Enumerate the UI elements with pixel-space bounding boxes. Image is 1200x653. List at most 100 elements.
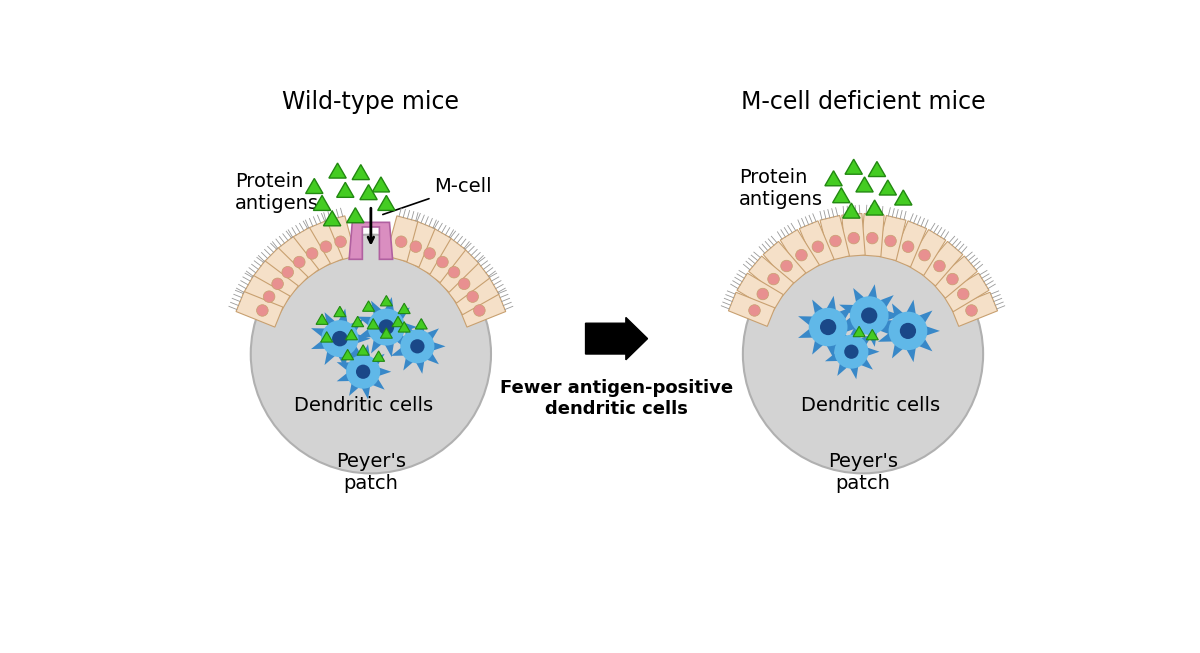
Circle shape xyxy=(335,236,347,247)
Circle shape xyxy=(809,308,847,346)
FancyArrow shape xyxy=(586,317,648,360)
Polygon shape xyxy=(380,328,392,338)
Circle shape xyxy=(834,335,869,369)
Circle shape xyxy=(257,305,268,316)
Circle shape xyxy=(356,364,371,379)
Polygon shape xyxy=(943,273,989,311)
Polygon shape xyxy=(372,177,390,192)
Circle shape xyxy=(401,329,434,363)
Polygon shape xyxy=(398,322,410,332)
Polygon shape xyxy=(869,161,886,176)
Circle shape xyxy=(848,232,859,244)
Polygon shape xyxy=(313,195,331,210)
Polygon shape xyxy=(349,223,392,259)
Polygon shape xyxy=(380,296,392,306)
Polygon shape xyxy=(932,256,977,298)
Polygon shape xyxy=(749,256,793,298)
Circle shape xyxy=(947,274,959,285)
Polygon shape xyxy=(373,351,385,361)
Polygon shape xyxy=(242,276,290,315)
Polygon shape xyxy=(290,227,330,274)
Polygon shape xyxy=(415,319,427,329)
Circle shape xyxy=(449,266,460,278)
Polygon shape xyxy=(347,208,364,223)
Polygon shape xyxy=(311,309,371,369)
Text: Fewer antigen-positive
dendritic cells: Fewer antigen-positive dendritic cells xyxy=(500,379,733,418)
Circle shape xyxy=(458,278,470,289)
Polygon shape xyxy=(737,273,784,311)
Polygon shape xyxy=(391,319,445,374)
Circle shape xyxy=(919,249,930,261)
Circle shape xyxy=(474,305,485,316)
Polygon shape xyxy=(842,214,865,257)
Polygon shape xyxy=(367,319,379,329)
Circle shape xyxy=(467,291,479,302)
Text: M-cell: M-cell xyxy=(383,178,492,215)
Polygon shape xyxy=(845,159,863,174)
Polygon shape xyxy=(839,284,901,347)
Text: Wild-type mice: Wild-type mice xyxy=(282,90,460,114)
Circle shape xyxy=(966,305,977,316)
Polygon shape xyxy=(378,195,395,210)
Polygon shape xyxy=(860,214,884,257)
Circle shape xyxy=(820,319,836,335)
Circle shape xyxy=(850,296,888,335)
Polygon shape xyxy=(324,211,341,226)
Circle shape xyxy=(395,236,407,247)
Polygon shape xyxy=(398,303,410,313)
Text: Peyer's
patch: Peyer's patch xyxy=(828,452,898,493)
Polygon shape xyxy=(358,297,418,357)
Circle shape xyxy=(781,261,792,272)
Polygon shape xyxy=(352,165,370,180)
Circle shape xyxy=(884,235,896,247)
Polygon shape xyxy=(358,345,370,355)
Polygon shape xyxy=(952,293,997,326)
Polygon shape xyxy=(236,291,283,327)
Polygon shape xyxy=(398,221,436,267)
Text: Protein
antigens: Protein antigens xyxy=(235,172,319,213)
Circle shape xyxy=(367,309,404,345)
Circle shape xyxy=(902,241,914,253)
Polygon shape xyxy=(876,215,906,261)
Circle shape xyxy=(437,256,449,268)
Circle shape xyxy=(900,323,916,339)
Polygon shape xyxy=(878,300,940,362)
Circle shape xyxy=(410,339,425,353)
Circle shape xyxy=(757,288,768,300)
Polygon shape xyxy=(728,293,775,326)
Circle shape xyxy=(749,305,761,316)
Polygon shape xyxy=(342,349,354,360)
Circle shape xyxy=(958,288,970,300)
Polygon shape xyxy=(458,291,505,327)
Text: Protein
antigens: Protein antigens xyxy=(739,168,823,209)
Circle shape xyxy=(322,320,359,357)
Circle shape xyxy=(320,241,331,253)
Polygon shape xyxy=(263,247,308,293)
Circle shape xyxy=(812,241,823,253)
Polygon shape xyxy=(392,316,404,326)
Polygon shape xyxy=(352,316,364,326)
Text: Dendritic cells: Dendritic cells xyxy=(294,396,433,415)
Polygon shape xyxy=(895,190,912,205)
Polygon shape xyxy=(866,329,878,340)
Polygon shape xyxy=(824,324,880,379)
Polygon shape xyxy=(329,163,347,178)
Circle shape xyxy=(378,319,394,335)
Circle shape xyxy=(888,311,928,350)
Circle shape xyxy=(862,308,877,324)
Circle shape xyxy=(743,234,983,473)
Circle shape xyxy=(424,247,436,259)
Polygon shape xyxy=(337,344,391,399)
Circle shape xyxy=(796,249,808,261)
Circle shape xyxy=(346,355,380,389)
Polygon shape xyxy=(316,314,328,325)
Polygon shape xyxy=(799,221,834,267)
Text: Dendritic cells: Dendritic cells xyxy=(802,396,941,415)
Polygon shape xyxy=(360,185,377,200)
Polygon shape xyxy=(763,242,806,286)
Polygon shape xyxy=(880,180,896,195)
Circle shape xyxy=(866,232,878,244)
Polygon shape xyxy=(386,216,418,262)
Polygon shape xyxy=(824,171,842,185)
Polygon shape xyxy=(337,182,354,197)
